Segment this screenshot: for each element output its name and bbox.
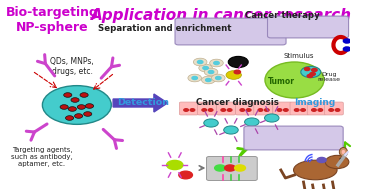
Text: Targeting agents,
such as antibody,
aptamer, etc.: Targeting agents, such as antibody, apta…: [11, 147, 73, 167]
Circle shape: [244, 118, 259, 126]
Circle shape: [184, 109, 188, 111]
Circle shape: [192, 77, 197, 80]
Circle shape: [197, 60, 203, 64]
FancyBboxPatch shape: [236, 102, 255, 115]
Circle shape: [226, 71, 242, 79]
Circle shape: [211, 74, 225, 82]
Circle shape: [224, 165, 236, 171]
Text: Detection: Detection: [117, 98, 169, 107]
Circle shape: [335, 109, 340, 111]
FancyBboxPatch shape: [175, 18, 286, 45]
Circle shape: [312, 68, 317, 71]
Circle shape: [204, 68, 218, 76]
Circle shape: [201, 76, 215, 84]
Circle shape: [277, 109, 282, 111]
Circle shape: [75, 114, 83, 118]
Circle shape: [203, 67, 208, 70]
Circle shape: [343, 39, 351, 43]
Circle shape: [66, 116, 74, 120]
Circle shape: [228, 56, 248, 68]
Text: Separation and enrichment: Separation and enrichment: [98, 24, 232, 33]
Circle shape: [221, 109, 226, 111]
Text: Stimulus: Stimulus: [284, 53, 314, 59]
Circle shape: [246, 109, 251, 111]
Circle shape: [167, 160, 183, 170]
Circle shape: [329, 109, 334, 111]
Text: Bio-targeting
NP-sphere: Bio-targeting NP-sphere: [6, 6, 98, 34]
Circle shape: [208, 70, 214, 74]
Circle shape: [85, 104, 93, 108]
FancyBboxPatch shape: [273, 102, 292, 115]
Circle shape: [210, 59, 223, 67]
Circle shape: [305, 67, 310, 70]
Ellipse shape: [265, 62, 324, 98]
Circle shape: [214, 61, 219, 64]
Circle shape: [343, 47, 351, 51]
Circle shape: [68, 107, 76, 111]
FancyBboxPatch shape: [180, 102, 198, 115]
Text: Cancer diagnosis: Cancer diagnosis: [196, 98, 279, 107]
Circle shape: [234, 165, 246, 171]
Circle shape: [224, 126, 238, 134]
Circle shape: [307, 74, 313, 77]
Circle shape: [216, 77, 221, 80]
Circle shape: [80, 93, 88, 97]
Circle shape: [340, 158, 343, 160]
Circle shape: [190, 109, 195, 111]
Circle shape: [312, 109, 316, 111]
FancyBboxPatch shape: [290, 102, 309, 115]
Ellipse shape: [293, 160, 337, 180]
Circle shape: [71, 98, 79, 102]
FancyBboxPatch shape: [254, 102, 273, 115]
Circle shape: [310, 72, 315, 76]
Circle shape: [64, 93, 72, 97]
Text: Application in cancer research: Application in cancer research: [91, 8, 352, 22]
Circle shape: [258, 109, 263, 111]
Circle shape: [234, 70, 240, 74]
Text: Tumor: Tumor: [268, 77, 295, 87]
Circle shape: [227, 109, 232, 111]
Circle shape: [325, 155, 349, 169]
FancyBboxPatch shape: [217, 102, 235, 115]
Circle shape: [215, 165, 226, 171]
Circle shape: [202, 109, 207, 111]
Circle shape: [188, 74, 201, 82]
Circle shape: [193, 58, 207, 66]
Circle shape: [179, 171, 193, 179]
FancyBboxPatch shape: [307, 102, 326, 115]
Ellipse shape: [341, 149, 346, 154]
Circle shape: [283, 109, 288, 111]
Circle shape: [240, 109, 244, 111]
Text: Drug
release: Drug release: [318, 72, 341, 82]
Circle shape: [317, 157, 326, 163]
Text: Imaging: Imaging: [294, 98, 335, 107]
Circle shape: [208, 109, 213, 111]
Circle shape: [77, 105, 85, 109]
FancyBboxPatch shape: [267, 16, 349, 38]
FancyBboxPatch shape: [207, 156, 257, 180]
Circle shape: [318, 109, 322, 111]
Circle shape: [206, 78, 211, 81]
Circle shape: [295, 109, 299, 111]
FancyBboxPatch shape: [198, 102, 216, 115]
Circle shape: [42, 86, 111, 124]
Circle shape: [199, 64, 212, 72]
FancyBboxPatch shape: [244, 126, 343, 150]
Circle shape: [301, 66, 321, 78]
Circle shape: [265, 114, 279, 122]
Circle shape: [204, 119, 218, 127]
Text: Cancer therapy: Cancer therapy: [245, 11, 320, 20]
Text: QDs, MNPs,
drugs, etc.: QDs, MNPs, drugs, etc.: [50, 57, 94, 76]
Circle shape: [301, 109, 305, 111]
FancyBboxPatch shape: [325, 102, 343, 115]
Circle shape: [265, 109, 269, 111]
Circle shape: [83, 112, 92, 116]
Circle shape: [60, 105, 68, 109]
Ellipse shape: [339, 147, 348, 156]
FancyArrow shape: [113, 94, 168, 112]
